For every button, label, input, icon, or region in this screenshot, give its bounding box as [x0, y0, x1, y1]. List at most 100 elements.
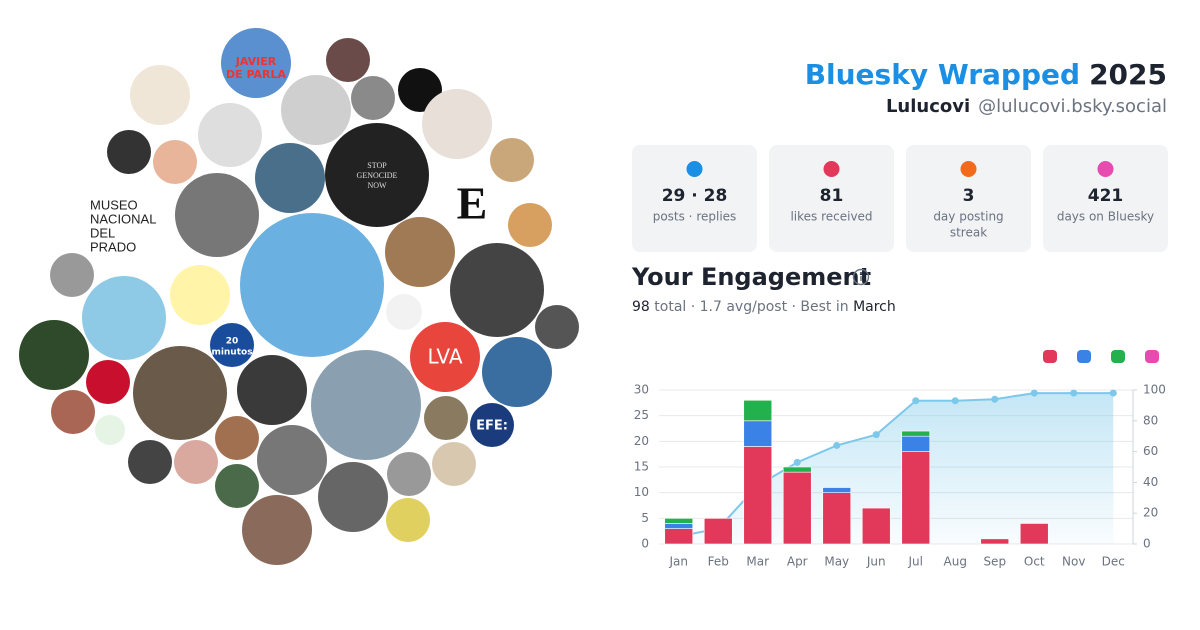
stat-card	[632, 145, 757, 252]
bar-segment	[822, 492, 852, 545]
avatar-text: DE PARLA	[226, 68, 287, 81]
avatar-text: E	[457, 178, 488, 229]
y2-tick-label: 60	[1143, 444, 1158, 458]
avatar-text: LVA	[427, 345, 462, 369]
y-tick-label: 20	[634, 434, 649, 448]
avatar[interactable]	[175, 173, 259, 257]
user: Lulucovi @lulucovi.bsky.social	[886, 96, 1167, 117]
avatar-text: JAVIER	[235, 55, 277, 68]
avatar[interactable]	[385, 217, 455, 287]
x-tick-label: Dec	[1102, 555, 1125, 569]
summary-total: 98	[632, 299, 650, 315]
stat-label: posts · replies	[653, 210, 737, 224]
avatar[interactable]	[432, 442, 476, 486]
avatar[interactable]	[318, 462, 388, 532]
y-tick-label: 10	[634, 485, 649, 499]
avatar[interactable]	[326, 38, 370, 82]
user-handle: @lulucovi.bsky.social	[978, 96, 1167, 117]
engagement-summary: 98 total · 1.7 avg/post · Best in March	[632, 299, 896, 315]
summary-best: March	[853, 299, 896, 315]
line-point	[1109, 389, 1117, 397]
summary-text: total · 1.7 avg/post · Best in	[650, 299, 853, 315]
x-tick-label: Feb	[708, 555, 729, 569]
avatar[interactable]	[128, 440, 172, 484]
avatar[interactable]	[82, 276, 166, 360]
avatar[interactable]	[237, 355, 307, 425]
stat-label: streak	[950, 226, 987, 240]
engagement-chart: 0 5 10 15 20 25 30 0 20 40 60 80 100 Jan Feb Mar Apr May J…	[634, 350, 1166, 569]
stat-icon	[823, 161, 840, 177]
avatar[interactable]	[351, 76, 395, 120]
avatar[interactable]	[19, 320, 89, 390]
bar-segment	[782, 471, 812, 545]
x-tick-label: Sep	[983, 555, 1006, 569]
bar-segment	[743, 399, 773, 422]
bar-segment	[822, 487, 852, 493]
avatar[interactable]	[130, 65, 190, 125]
avatar[interactable]	[508, 203, 552, 247]
title: Bluesky Wrapped 2025	[805, 58, 1167, 91]
avatar[interactable]	[133, 346, 227, 440]
x-tick-label: Jun	[866, 555, 886, 569]
avatar[interactable]	[51, 390, 95, 434]
line-point	[1030, 389, 1038, 397]
avatar[interactable]	[240, 213, 384, 357]
avatar[interactable]	[215, 416, 259, 460]
avatar[interactable]	[210, 323, 254, 367]
x-tick-label: May	[824, 555, 849, 569]
avatar[interactable]	[50, 253, 94, 297]
info-icon[interactable]	[852, 268, 870, 286]
avatar[interactable]	[281, 75, 351, 145]
avatar[interactable]	[535, 305, 579, 349]
avatar[interactable]	[387, 452, 431, 496]
y-tick-label: 0	[641, 537, 649, 551]
avatar[interactable]	[255, 143, 325, 213]
avatar[interactable]	[257, 425, 327, 495]
avatar-text: 20	[226, 337, 239, 347]
legend-toggle[interactable]	[1111, 350, 1125, 363]
avatar[interactable]	[153, 140, 197, 184]
title-year: 2025	[1089, 58, 1167, 91]
avatar[interactable]	[174, 440, 218, 484]
avatar[interactable]	[424, 396, 468, 440]
bar-segment	[980, 538, 1010, 545]
avatar[interactable]	[198, 103, 262, 167]
avatar[interactable]	[215, 464, 259, 508]
bar-segment	[743, 446, 773, 545]
bar-segment	[664, 523, 694, 529]
stat-value: 81	[820, 186, 844, 206]
line-point	[951, 397, 959, 405]
avatar[interactable]	[490, 138, 534, 182]
y2-tick-label: 40	[1143, 475, 1158, 489]
avatar[interactable]	[311, 350, 421, 460]
avatar-text: NACIONAL	[90, 211, 156, 226]
avatar[interactable]	[221, 28, 291, 98]
avatar[interactable]	[482, 337, 552, 407]
bar-segment	[861, 507, 891, 545]
avatar[interactable]	[386, 294, 422, 330]
avatar[interactable]	[242, 495, 312, 565]
stat-label: days on Bluesky	[1057, 210, 1154, 224]
avatar[interactable]	[170, 265, 230, 325]
avatar[interactable]	[410, 322, 480, 392]
user-name: Lulucovi	[886, 96, 970, 117]
avatar[interactable]	[107, 130, 151, 174]
avatar[interactable]	[422, 89, 492, 159]
avatar[interactable]	[86, 360, 130, 404]
avatar[interactable]	[386, 498, 430, 542]
avatar[interactable]	[95, 415, 125, 445]
bar-segment	[901, 430, 931, 437]
avatar[interactable]	[325, 123, 429, 227]
legend-toggle[interactable]	[1145, 350, 1159, 363]
bar-segment	[901, 435, 931, 452]
legend-toggle[interactable]	[1043, 350, 1057, 363]
avatar[interactable]	[470, 403, 514, 447]
legend-toggle[interactable]	[1077, 350, 1091, 363]
bar-segment	[1019, 523, 1049, 545]
y2-tick-label: 100	[1143, 383, 1166, 397]
avatar[interactable]	[450, 243, 544, 337]
x-tick-label: Oct	[1024, 555, 1045, 569]
line-point	[833, 441, 841, 449]
